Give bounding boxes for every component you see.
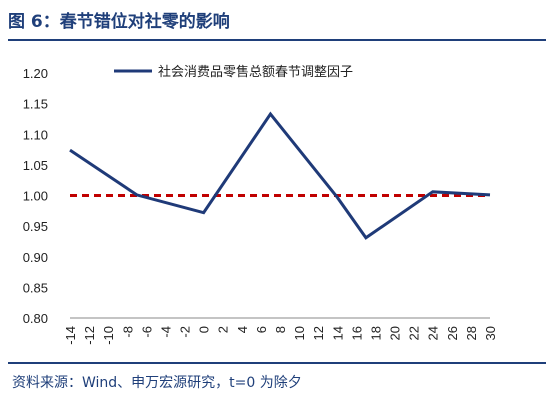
- x-tick-label: -4: [158, 326, 173, 338]
- legend-label: 社会消费品零售总额春节调整因子: [158, 64, 353, 80]
- series-line: [69, 111, 491, 240]
- source-divider: [8, 362, 546, 364]
- y-tick-label: 1.00: [23, 189, 48, 204]
- x-tick-label: -12: [82, 326, 97, 345]
- legend: 社会消费品零售总额春节调整因子: [114, 64, 353, 80]
- y-tick-label: 1.15: [23, 97, 48, 112]
- y-tick-label: 1.20: [23, 66, 48, 81]
- y-tick-label: 0.85: [23, 280, 48, 295]
- source-note: 资料来源：Wind、申万宏源研究，t=0 为除夕: [12, 375, 302, 391]
- x-tick-label: 30: [483, 326, 498, 340]
- x-tick-label: 4: [235, 326, 250, 333]
- x-tick-label: 18: [368, 326, 383, 340]
- x-tick-label: 22: [407, 326, 422, 340]
- y-tick-label: 1.05: [23, 158, 48, 173]
- x-tick-label: 28: [464, 326, 479, 340]
- x-tick-label: -10: [101, 326, 116, 345]
- x-tick-label: 16: [349, 326, 364, 340]
- x-tick-label: 0: [197, 326, 212, 333]
- x-tick-label: 14: [330, 326, 345, 340]
- y-tick-label: 1.10: [23, 127, 48, 142]
- y-tick-label: 0.95: [23, 219, 48, 234]
- x-tick-label: -2: [178, 326, 193, 338]
- x-tick-label: -6: [139, 326, 154, 338]
- x-axis: -14 -12 -10 -8 -6 -4 -2 0 2 4 6 8 10 12 14 16 18 20 22 24 26…: [63, 317, 498, 345]
- x-tick-label: -14: [63, 326, 78, 345]
- x-tick-label: -8: [120, 326, 135, 338]
- y-axis: 0.80 0.85 0.90 0.95 1.00 1.05 1.10 1.15 1.20: [23, 66, 48, 326]
- x-tick-label: 26: [445, 326, 460, 340]
- x-tick-label: 10: [292, 326, 307, 340]
- x-tick-label: 2: [216, 326, 231, 333]
- y-tick-label: 0.80: [23, 311, 48, 326]
- x-tick-label: 12: [311, 326, 326, 340]
- x-tick-label: 20: [388, 326, 403, 340]
- x-tick-label: 8: [273, 326, 288, 333]
- x-tick-label: 24: [426, 326, 441, 340]
- y-tick-label: 0.90: [23, 250, 48, 265]
- figure-title: 图 6：春节错位对社零的影响: [8, 12, 230, 32]
- x-tick-label: 6: [254, 326, 269, 333]
- title-divider: [8, 39, 546, 41]
